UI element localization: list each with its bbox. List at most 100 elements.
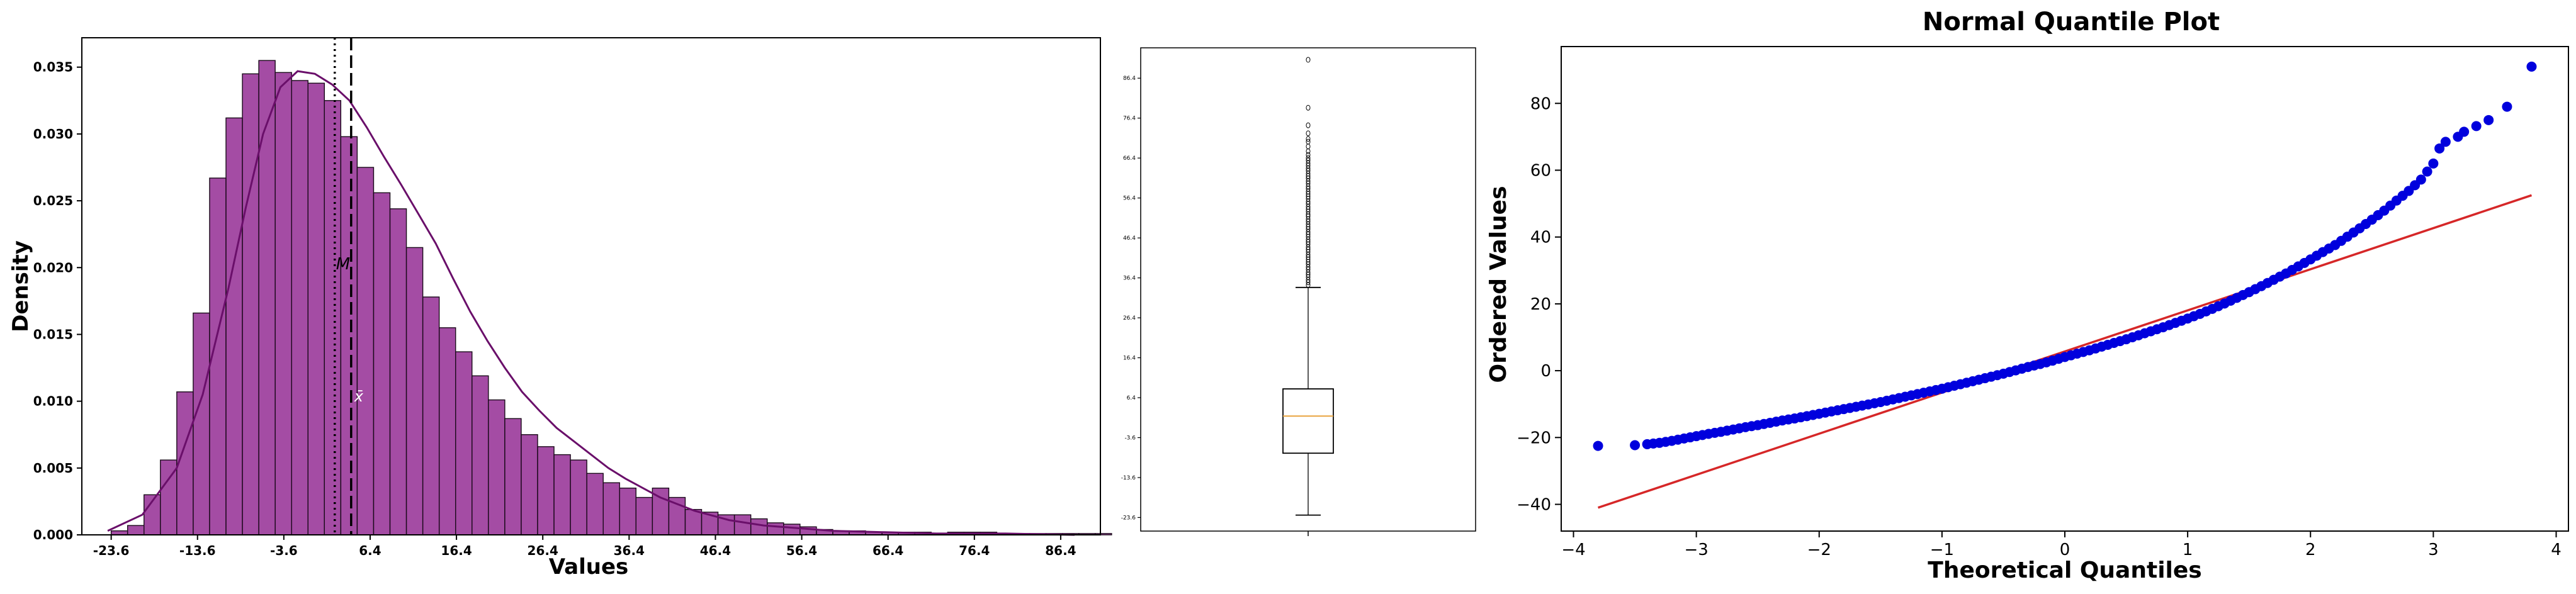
- histogram-bar: [225, 117, 243, 535]
- qq-point: [2502, 101, 2512, 112]
- histogram-panel: M x̄ -23.6 -13.6 -3.6 6.4 16.4 26.4 36.4 46.4 56…: [8, 37, 1112, 580]
- qq-x-tick-label: 4: [2551, 541, 2562, 559]
- histogram-x-tick-label: 36.4: [614, 543, 645, 558]
- boxplot-outlier: [1306, 136, 1311, 142]
- qq-y-tick-label: −20: [1517, 429, 1551, 447]
- histogram-bar: [324, 100, 342, 535]
- histogram-bar: [750, 518, 768, 535]
- boxplot-y-tick-label: -3.6: [1124, 435, 1136, 441]
- qq-point: [2459, 126, 2470, 137]
- boxplot-iqr-box: [1282, 388, 1334, 454]
- histogram-bars: [110, 60, 1112, 535]
- boxplot-outliers: [1306, 57, 1311, 288]
- qq-x-tick-label: −1: [1930, 541, 1954, 559]
- histogram-y-label: Density: [8, 240, 33, 332]
- histogram-bar: [586, 473, 604, 535]
- histogram-bar: [684, 508, 703, 535]
- boxplot-y-tick-label: 66.4: [1123, 155, 1136, 162]
- histogram-bar: [176, 391, 194, 535]
- mean-label: x̄: [354, 388, 364, 405]
- histogram-y-ticks: 0.000 0.005 0.010 0.015 0.020 0.025 0.030 0.035: [33, 60, 82, 542]
- boxplot-outlier: [1306, 104, 1311, 111]
- histogram-x-tick-label: 6.4: [359, 543, 381, 558]
- histogram-bar: [405, 247, 424, 535]
- qq-title: Normal Quantile Plot: [1923, 8, 2220, 36]
- qq-point: [2415, 174, 2426, 185]
- histogram-y-tick-label: 0.015: [33, 327, 73, 342]
- histogram-x-tick-label: -3.6: [270, 543, 298, 558]
- histogram-bar: [635, 496, 653, 535]
- histogram-x-tick-label: 16.4: [441, 543, 472, 558]
- qq-y-tick-label: 0: [1540, 362, 1551, 381]
- qq-axes-border: [1561, 46, 2569, 532]
- qq-point: [1630, 440, 1641, 451]
- histogram-bar: [521, 434, 538, 535]
- boxplot-outlier: [1306, 57, 1311, 63]
- boxplot-outlier: [1306, 138, 1311, 145]
- histogram-bar: [455, 351, 473, 535]
- histogram-x-tick-label: 26.4: [528, 543, 558, 558]
- boxplot-y-tick-label: -23.6: [1121, 515, 1136, 521]
- boxplot-y-tick-label: 6.4: [1127, 395, 1136, 401]
- boxplot-outlier: [1306, 152, 1311, 158]
- boxplot-y-ticks: -23.6 -13.6 -3.6 6.4 16.4 26.4 36.4 46.4 56.4 66.…: [1121, 76, 1141, 521]
- histogram-bar: [488, 399, 506, 535]
- qq-x-tick-label: −4: [1561, 541, 1585, 559]
- qq-point: [2471, 121, 2482, 132]
- qq-y-tick-label: −40: [1517, 496, 1551, 515]
- qq-point: [2428, 158, 2439, 169]
- qq-y-label: Ordered Values: [1486, 186, 1511, 383]
- boxplot-y-tick-label: 86.4: [1123, 76, 1136, 82]
- histogram-y-tick-label: 0.020: [33, 260, 73, 275]
- qq-point: [2434, 143, 2445, 154]
- histogram-bar: [307, 82, 325, 535]
- histogram-y-tick-label: 0.030: [33, 126, 73, 142]
- boxplot-outlier: [1306, 130, 1311, 137]
- histogram-bar: [258, 60, 276, 535]
- histogram-x-tick-label: -23.6: [93, 543, 130, 558]
- histogram-bar: [553, 454, 571, 535]
- histogram-bar: [767, 522, 784, 535]
- qq-y-tick-label: 80: [1530, 94, 1551, 113]
- histogram-bar: [570, 459, 587, 535]
- histogram-x-tick-label: 56.4: [786, 543, 817, 558]
- histogram-x-tick-label: 86.4: [1045, 543, 1076, 558]
- qq-points: [1593, 61, 2537, 451]
- histogram-bar: [356, 167, 375, 535]
- qq-point: [1593, 440, 1603, 451]
- qq-y-tick-label: 20: [1530, 295, 1551, 314]
- qq-point: [2483, 115, 2494, 125]
- histogram-bar: [783, 524, 801, 535]
- histogram-x-label: Values: [549, 554, 629, 580]
- histogram-bar: [373, 192, 391, 535]
- histogram-x-tick-label: 46.4: [700, 543, 731, 558]
- histogram-bar: [242, 73, 259, 535]
- histogram-y-tick-label: 0.005: [33, 461, 73, 476]
- qq-point: [2440, 137, 2451, 147]
- histogram-x-ticks: -23.6 -13.6 -3.6 6.4 16.4 26.4 36.4 46.4 56.4 66.…: [93, 535, 1076, 558]
- boxplot-y-tick-label: 36.4: [1123, 276, 1136, 282]
- qq-x-tick-label: 0: [2060, 541, 2070, 559]
- qq-y-tick-label: 60: [1530, 161, 1551, 180]
- qq-x-tick-label: 2: [2305, 541, 2316, 559]
- qq-point: [2526, 61, 2537, 72]
- boxplot-outlier: [1306, 155, 1311, 161]
- histogram-x-tick-label: 76.4: [959, 543, 990, 558]
- histogram-bar: [537, 446, 555, 535]
- qq-x-tick-label: 1: [2183, 541, 2193, 559]
- histogram-bar: [422, 296, 440, 535]
- histogram-bar: [619, 487, 637, 535]
- boxplot-panel: -23.6 -13.6 -3.6 6.4 16.4 26.4 36.4 46.4 56.4 66.…: [1121, 47, 1476, 536]
- histogram-bar: [438, 327, 456, 535]
- histogram-bar: [602, 482, 620, 535]
- histogram-bar: [733, 514, 752, 535]
- qq-y-ticks: −40 −20 0 20 40 60 80: [1517, 94, 1561, 515]
- boxplot-y-tick-label: 76.4: [1123, 116, 1136, 122]
- qq-x-label: Theoretical Quantiles: [1928, 558, 2201, 583]
- histogram-bar: [504, 418, 522, 535]
- histogram-y-tick-label: 0.000: [33, 527, 73, 542]
- qq-x-ticks: −4 −3 −2 −1 0 1 2 3 4: [1561, 531, 2562, 559]
- histogram-bar: [389, 208, 407, 535]
- histogram-y-tick-label: 0.025: [33, 193, 73, 208]
